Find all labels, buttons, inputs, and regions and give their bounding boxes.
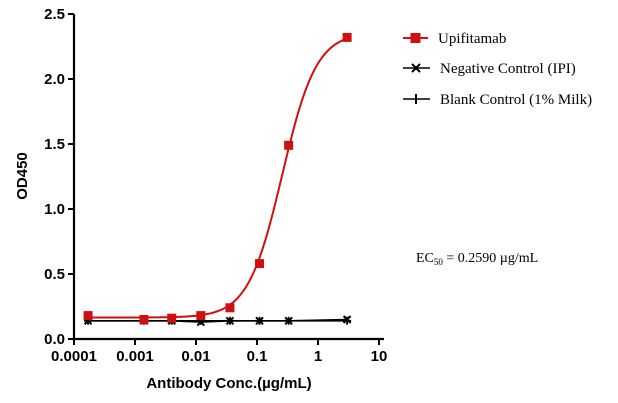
- data-series: [83, 32, 352, 327]
- ec50-prefix: EC: [416, 251, 434, 266]
- upifitamab-point: [196, 311, 206, 321]
- y-tick-label: 2.5: [44, 6, 65, 23]
- upifitamab-point: [342, 32, 352, 42]
- x-tick-label: 0.01: [181, 348, 210, 365]
- y-tick-label: 0.5: [44, 266, 65, 283]
- legend-label-blank-control: Blank Control (1% Milk): [440, 92, 592, 108]
- y-tick-label: 0.0: [44, 331, 65, 348]
- upifitamab-point: [139, 315, 149, 324]
- upifitamab-point: [255, 259, 265, 269]
- y-tick-label: 1.5: [44, 136, 65, 153]
- y-axis-title: OD450: [14, 152, 31, 200]
- x-tick-label: 0.001: [116, 348, 154, 365]
- y-tick-label: 2.0: [44, 71, 65, 88]
- ec50-annotation: EC50 = 0.2590 µg/mL: [416, 251, 538, 267]
- legend-label-upifitamab: Upifitamab: [438, 31, 506, 47]
- upifitamab-fit-curve: [88, 37, 348, 319]
- x-tick-label: 10: [371, 348, 388, 365]
- y-tick-label: 1.0: [44, 201, 65, 218]
- legend-marker-negative-control: [411, 63, 421, 73]
- ec50-value: = 0.2590 µg/mL: [443, 251, 538, 266]
- blank-control-point: [284, 316, 293, 325]
- upifitamab-point: [167, 313, 177, 323]
- legend-label-negative-control: Negative Control (IPI): [440, 61, 576, 77]
- upifitamab-point: [284, 140, 294, 150]
- ec50-subscript: 50: [434, 257, 444, 267]
- x-tick-label: 1: [314, 348, 322, 365]
- blank-control-point: [343, 316, 352, 325]
- blank-control-point: [255, 316, 264, 325]
- x-axis-title: Antibody Conc.(µg/mL): [146, 375, 311, 392]
- x-tick-label: 0.0001: [51, 348, 97, 365]
- legend-marker-upifitamab: [410, 33, 421, 43]
- x-tick-label: 0.1: [247, 348, 268, 365]
- blank-control-point: [225, 316, 234, 325]
- axis-ticks: 0.0001 0.001 0.01 0.1 1 10 0.0 0.5 1.0 1.5 2.0 2.5: [44, 6, 387, 365]
- upifitamab-point: [83, 311, 93, 321]
- upifitamab-point: [225, 303, 235, 313]
- legend: Upifitamab Negative Control (IPI) Blank …: [403, 31, 592, 108]
